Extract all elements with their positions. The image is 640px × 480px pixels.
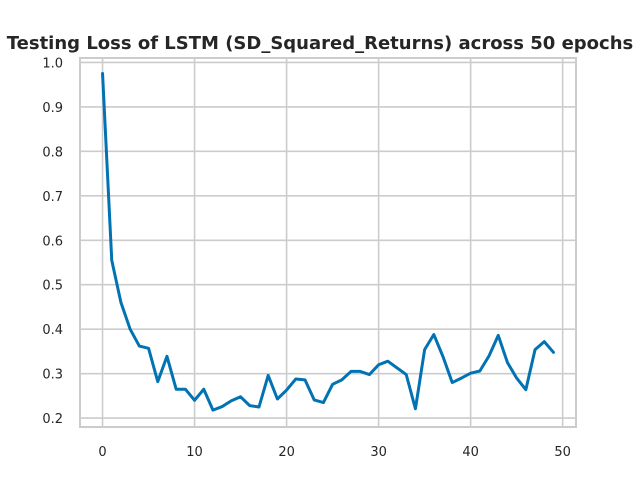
x-tick-label: 10 (186, 445, 203, 460)
x-tick-label: 30 (370, 445, 387, 460)
y-tick-label: 0.7 (42, 190, 63, 205)
y-axis: 0.2 0.3 0.4 0.5 0.6 0.7 0.8 0.9 1.0 (42, 56, 63, 427)
y-tick-label: 0.6 (42, 234, 63, 249)
y-tick-label: 0.9 (42, 101, 63, 116)
grid (80, 58, 576, 427)
chart-title: Testing Loss of LSTM (SD_Squared_Returns… (7, 33, 633, 54)
y-tick-label: 1.0 (42, 56, 63, 71)
series-group (101, 72, 555, 412)
y-tick-label: 0.4 (42, 323, 63, 338)
x-tick-label: 50 (554, 445, 571, 460)
y-tick-label: 0.2 (42, 412, 63, 427)
x-tick-label: 40 (462, 445, 479, 460)
y-tick-label: 0.3 (42, 368, 63, 383)
x-tick-label: 20 (278, 445, 295, 460)
y-tick-label: 0.5 (42, 279, 63, 294)
y-tick-label: 0.8 (42, 145, 63, 160)
series-line-0 (101, 72, 555, 412)
x-tick-label: 0 (98, 445, 106, 460)
x-axis: 0 10 20 30 40 50 (98, 445, 571, 460)
plot-frame (79, 57, 577, 428)
